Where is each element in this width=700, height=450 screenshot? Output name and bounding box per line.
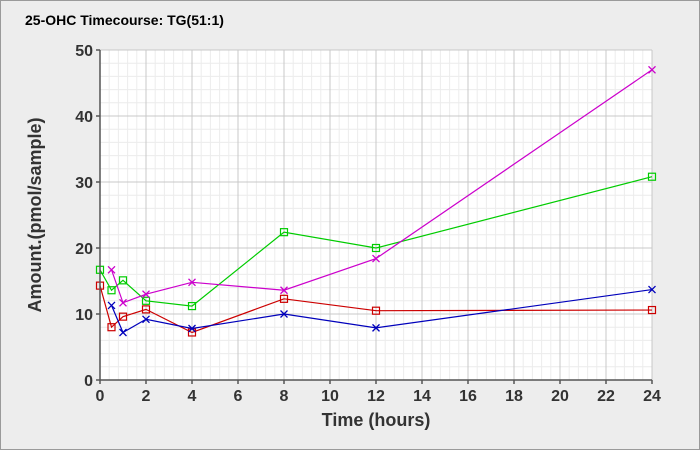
data-point <box>107 286 116 295</box>
data-point <box>647 172 657 181</box>
series-4 <box>107 65 656 307</box>
data-point <box>118 276 128 285</box>
x-tick-label: 22 <box>597 388 615 405</box>
data-point <box>119 328 127 337</box>
x-tick-label: 6 <box>234 388 243 405</box>
data-point <box>647 305 657 315</box>
y-tick-labels: 0 10 20 30 40 50 <box>75 43 93 390</box>
x-axis-label: Time (hours) <box>322 410 431 430</box>
x-tick-label: 20 <box>551 388 569 405</box>
data-point <box>280 286 288 295</box>
data-point <box>107 301 116 310</box>
data-point <box>118 312 128 321</box>
x-tick-label: 8 <box>280 388 289 405</box>
y-tick-label: 50 <box>75 43 93 60</box>
series-line <box>99 285 653 334</box>
x-tick-label: 18 <box>505 388 523 405</box>
data-point <box>188 278 196 287</box>
data-point <box>280 310 288 318</box>
data-point <box>188 324 196 333</box>
x-tick-label: 0 <box>96 388 105 405</box>
data-point <box>372 254 380 263</box>
series-layer <box>95 65 657 337</box>
series-3 <box>107 285 656 337</box>
data-point <box>372 323 380 332</box>
series-line <box>99 176 653 307</box>
x-tick-label: 14 <box>413 388 431 405</box>
data-point <box>141 296 151 305</box>
axes <box>96 49 653 384</box>
data-point <box>279 228 289 237</box>
x-tick-label: 4 <box>188 388 197 405</box>
y-tick-label: 20 <box>75 241 93 258</box>
data-point <box>371 306 381 315</box>
y-tick-label: 10 <box>75 307 93 324</box>
chart-title: 25-OHC Timecourse: TG(51:1) <box>25 12 224 28</box>
y-tick-label: 0 <box>84 373 93 390</box>
x-tick-label: 2 <box>142 388 151 405</box>
data-point <box>107 323 116 332</box>
data-point <box>107 265 116 274</box>
x-tick-label: 16 <box>459 388 477 405</box>
data-point <box>371 243 381 253</box>
data-point <box>648 65 656 74</box>
data-point <box>142 315 150 324</box>
data-point <box>187 301 197 311</box>
x-tick-label: 24 <box>643 388 661 405</box>
x-tick-label: 10 <box>321 388 339 405</box>
x-tick-label: 12 <box>367 388 385 405</box>
data-point <box>119 298 127 307</box>
data-point <box>279 294 289 303</box>
y-tick-label: 40 <box>75 109 93 126</box>
data-point <box>142 290 150 299</box>
y-tick-label: 30 <box>75 175 93 192</box>
x-tick-labels: 0 2 4 6 8 10 12 14 16 18 20 22 24 <box>96 388 661 405</box>
data-point <box>648 285 656 294</box>
data-point <box>141 305 151 314</box>
y-axis-label: Amount.(pmol/sample) <box>25 117 45 312</box>
